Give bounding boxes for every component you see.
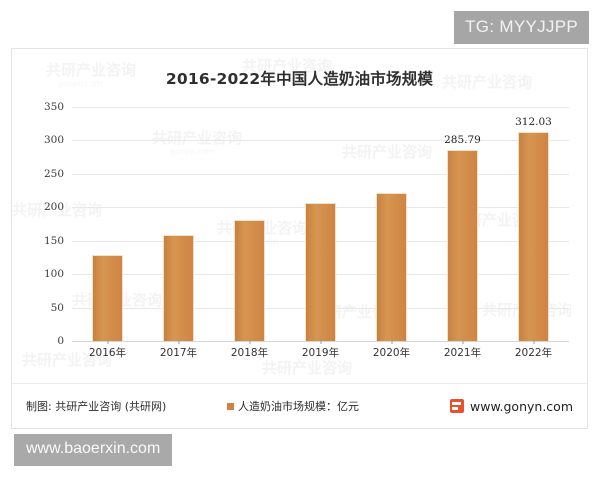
bar-2022年[interactable] [518,132,549,341]
tick-mark [462,339,463,344]
chart-legend: 人造奶油市场规模：亿元 [227,398,359,414]
bar-value-label: 312.03 [515,116,552,129]
bar-slot [356,107,427,341]
legend-swatch-icon [227,402,234,410]
x-axis-tick-label: 2021年 [443,347,482,359]
tick-mark [107,339,108,344]
x-axis-tick-label: 2020年 [372,347,411,359]
tick-mark [391,339,392,344]
y-axis-tick-label: 200 [43,201,64,214]
x-axis-tick-label: 2018年 [230,347,269,359]
bar-2018年[interactable] [234,220,265,341]
bar-slot [285,107,356,341]
bar-slot [72,107,143,341]
tick-mark [320,339,321,344]
bar-2016年[interactable] [92,255,123,341]
x-axis-tick-label: 2016年 [88,347,127,359]
x-axis-tick-2017年: 2017年 [143,339,214,360]
bar-slot: 312.03 [498,107,569,341]
y-axis-tick-label: 350 [43,101,64,113]
y-axis-tick-label: 300 [43,134,64,147]
bar-2019年[interactable] [305,202,336,341]
bar-2020年[interactable] [376,193,407,341]
x-axis-tick-2019年: 2019年 [285,339,356,360]
x-axis-tick-2020年: 2020年 [356,339,427,360]
x-axis-tick-labels: 2016年 2017年 2018年 2019年 2020年 2021年 2022年 [72,339,569,360]
x-axis-tick-2022年: 2022年 [498,339,569,360]
gridline: 250 [44,168,569,180]
bar-slot: 285.79 [427,107,498,341]
x-axis-tick-label: 2017年 [159,347,198,359]
gonyn-logo-icon [450,399,464,413]
chart-credit: 制图: 共研产业咨询 (共研网) [26,400,167,413]
bar-slot [214,107,285,341]
legend-label: 人造奶油市场规模：亿元 [238,400,359,413]
site-watermark-badge: www.baoerxin.com [14,434,173,466]
telegram-watermark-badge: TG: MYYJJPP [454,11,589,44]
chart-card: 共研产业咨询 gonyn.com 共研产业咨询 共研产业咨询 共研产业咨询 go… [11,48,588,429]
plot-area: 350 300 250 200 150 100 50 0 285.79 312.03 [44,101,569,347]
y-axis-tick-label: 100 [43,268,64,281]
bar-2021年[interactable] [447,149,478,341]
gridline: 350 [44,101,569,113]
bar-group: 285.79 312.03 [72,107,569,341]
chart-footer: 制图: 共研产业咨询 (共研网) 人造奶油市场规模：亿元 www.gonyn.c… [12,383,587,428]
tick-mark [249,339,250,344]
x-axis-tick-label: 2019年 [301,347,340,359]
y-axis-tick-label: 0 [57,335,64,347]
source-url[interactable]: www.gonyn.com [470,398,573,414]
bar-2017年[interactable] [163,234,194,341]
tick-mark [178,339,179,344]
watermark-text: 共研产业咨询 [262,359,353,377]
x-axis-tick-label: 2022年 [514,347,553,359]
x-axis-tick-2018年: 2018年 [214,339,285,360]
y-axis-tick-label: 150 [43,234,64,247]
bar-slot [143,107,214,341]
gridline: 300 [44,134,569,146]
y-axis-tick-label: 250 [43,167,64,180]
x-axis-tick-2021年: 2021年 [427,339,498,360]
chart-title: 2016-2022年中国人造奶油市场规模 [165,70,434,88]
source-attribution[interactable]: www.gonyn.com [450,399,573,414]
bar-value-label: 285.79 [444,133,481,146]
y-axis-tick-label: 50 [50,301,64,314]
x-axis-tick-2016年: 2016年 [72,339,143,360]
tick-mark [533,339,534,344]
